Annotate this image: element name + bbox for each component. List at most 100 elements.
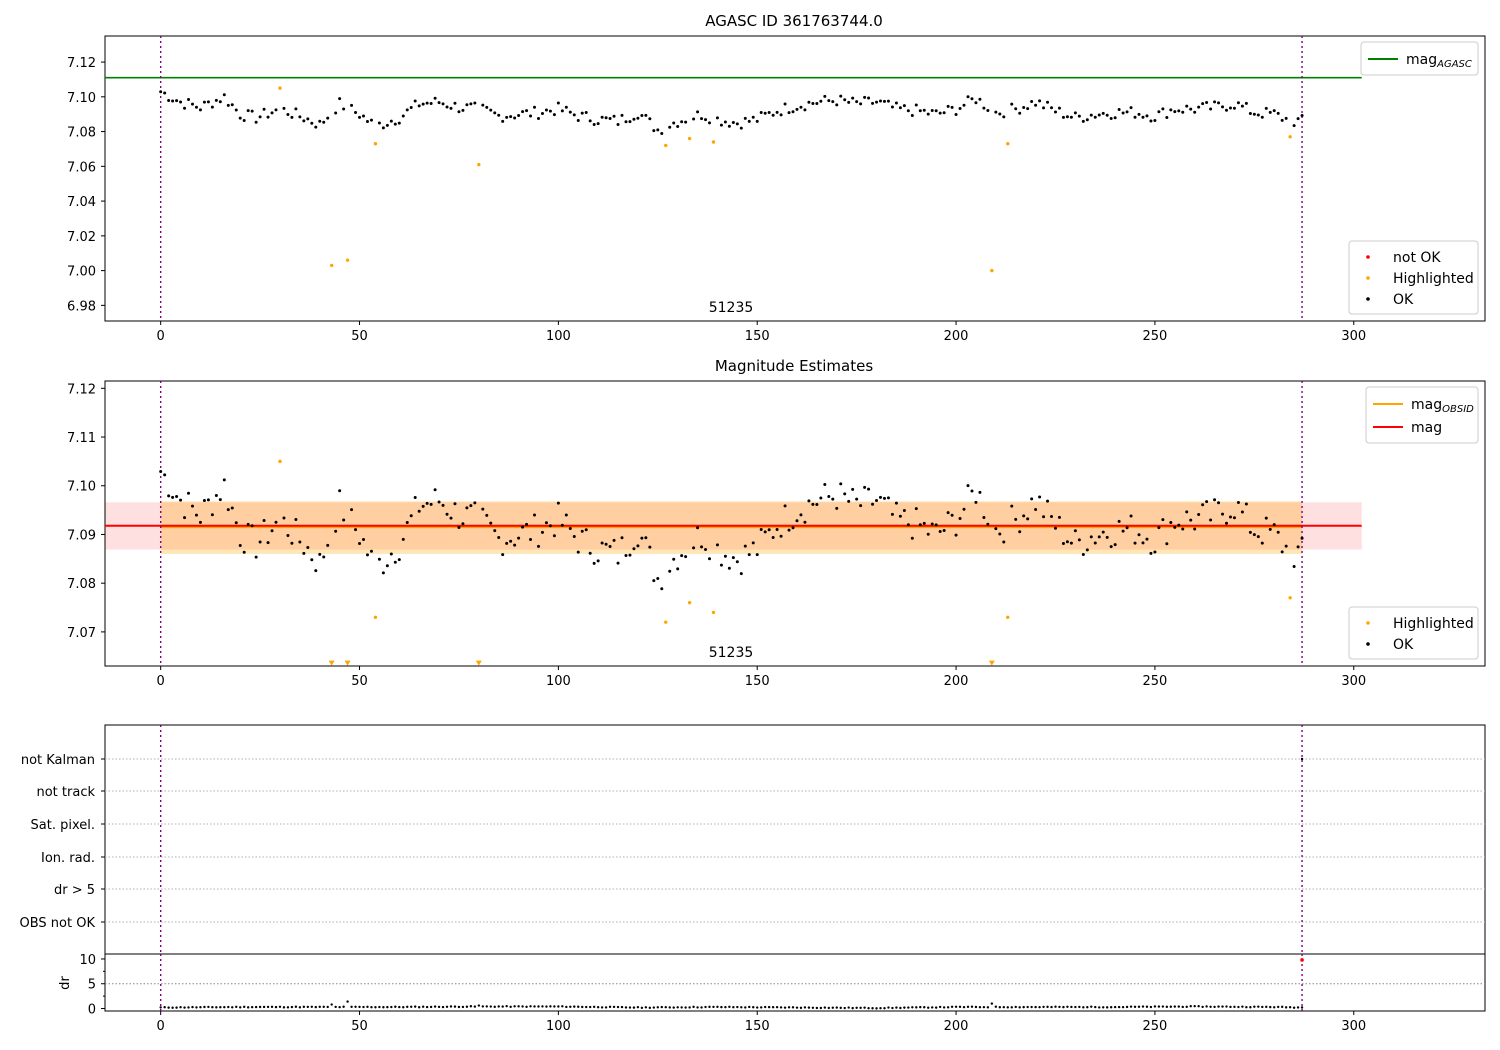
data-point-ok [588,119,592,123]
x-tick-label: 0 [157,674,165,689]
data-point-ok [580,529,584,533]
data-point-ok [1169,108,1173,112]
data-point-ok [966,484,970,488]
data-point-ok [1189,518,1193,522]
data-point-ok [1133,115,1137,119]
dr-point [1141,1005,1145,1008]
data-point-ok [294,107,298,111]
dr-point [1078,1005,1081,1009]
flag-category-label: dr > 5 [54,883,95,898]
dr-point [239,1006,242,1009]
dr-point [708,1005,711,1009]
dr-point [740,1006,743,1009]
dr-point [640,1006,644,1010]
y-tick-label: 7.08 [67,577,96,592]
data-point-ok [572,534,576,538]
data-point-ok [656,128,660,132]
dr-point [350,1005,353,1009]
data-point-ok [632,547,636,551]
data-point-ok [779,113,783,117]
dr-point [211,1005,214,1009]
data-point-ok [608,545,612,549]
data-point-ok [536,544,540,548]
data-point-ok [624,120,628,124]
dr-point [290,1005,294,1009]
data-point-ok [1042,515,1046,519]
data-point-ok [1276,111,1280,115]
data-point-ok [1205,100,1209,104]
data-point-ok [1240,510,1244,514]
data-point-ok [1077,114,1081,118]
data-point-ok [202,100,206,104]
data-point-ok [787,111,791,115]
data-point-ok [946,511,950,515]
data-point-ok [429,101,433,105]
data-point-ok [847,100,851,104]
dr-point [537,1005,540,1008]
data-point-ok [811,101,815,105]
data-point-ok [700,117,704,121]
data-point-ok [453,101,457,105]
data-point-ok [890,512,894,516]
data-point-ok [1137,533,1141,537]
data-point-ok [867,96,871,100]
data-point-ok [771,113,775,117]
data-point-ok [1014,107,1018,111]
data-point-ok [1057,106,1061,110]
dr-point [497,1005,500,1008]
data-point-ok [787,528,791,532]
data-point-ok [1185,104,1189,108]
chart-title: AGASC ID 361763744.0 [705,12,883,30]
data-point-ok [942,529,946,533]
dr-point [1280,1005,1284,1009]
data-point-ok [322,120,326,124]
data-point-ok [946,104,950,108]
dr-point [1209,1005,1212,1008]
dr-point [445,1005,449,1008]
dr-point [398,1005,401,1009]
dr-point [1269,1005,1272,1009]
data-point-ok [767,528,771,532]
data-point-highlighted-clipped [344,660,351,666]
y-tick-label: 7.07 [67,626,96,641]
dr-point [505,1004,508,1008]
data-point-ok [882,99,886,103]
dr-point [915,1006,918,1009]
legend-marker [1366,297,1370,301]
dr-point [402,1006,405,1009]
dr-point [565,1005,568,1009]
x-tick-label: 150 [745,674,770,689]
plot-frame [104,380,1486,667]
dr-point [270,1005,274,1009]
dr-point [1292,1006,1296,1009]
data-point-ok [552,534,556,538]
data-point-ok [441,503,445,507]
data-point-ok [600,115,604,119]
data-point-ok [214,98,218,102]
dr-point [585,1005,588,1009]
data-point-ok [1030,497,1034,501]
data-point-ok [1034,507,1038,511]
dr-point [1173,1005,1176,1008]
data-point-ok [425,101,429,105]
data-point-ok [894,501,898,505]
dr-point [330,1003,333,1006]
dr-point [644,1006,648,1009]
data-point-ok [202,499,206,503]
dr-point [927,1006,930,1009]
data-point-ok [1272,523,1276,527]
data-point-ok [509,539,513,543]
data-point-ok [198,520,202,524]
data-point-ok [326,543,330,547]
dr-point [219,1005,222,1009]
dr-point [664,1005,667,1009]
dr-point [688,1006,691,1009]
dr-point [322,1005,325,1009]
data-point-ok [1209,518,1213,522]
data-point-ok [425,501,429,505]
dr-point [779,1006,783,1009]
data-point-ok [807,499,811,503]
data-point-ok [365,119,369,123]
dr-point [410,1005,413,1008]
dr-point [529,1005,532,1008]
